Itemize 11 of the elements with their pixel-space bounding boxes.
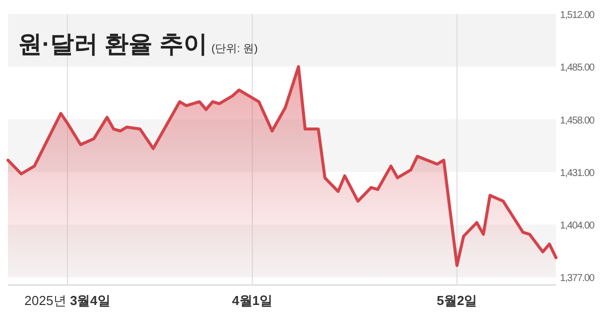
x-tick-label: 5월2일	[436, 293, 478, 308]
y-tick-label: 1,404.00	[560, 220, 596, 232]
text: 원·달러 환율 추이	[18, 31, 208, 58]
y-tick-label: 1,431.00	[560, 168, 596, 179]
x-tick-label: 4월1일	[232, 293, 273, 308]
y-tick-label: 1,485.00	[560, 62, 596, 74]
y-tick-label: 1,512.00	[560, 10, 596, 21]
text: (단위: 원)	[211, 43, 258, 55]
y-tick-label: 1,377.00	[560, 273, 596, 284]
x-tick-label: 2025년 3월4일	[24, 293, 110, 308]
y-tick-label: 1,458.00	[560, 115, 596, 126]
